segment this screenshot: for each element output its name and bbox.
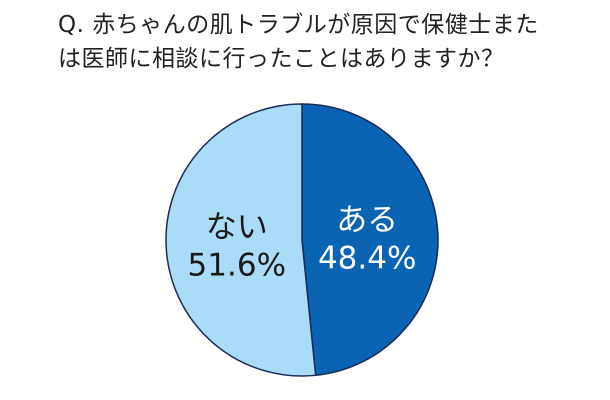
pie-slice-value-2: 51.6% xyxy=(188,247,286,283)
pie-slice-2 xyxy=(165,103,317,377)
chart-title: Q. 赤ちゃんの肌トラブルが原因で保健士また は医師に相談に行ったことはあります… xyxy=(58,8,588,76)
pie-slice-value-1: 48.4% xyxy=(318,241,416,277)
pie-slices xyxy=(165,103,439,377)
chart-title-line-2: は医師に相談に行ったことはありますか？ xyxy=(58,46,505,72)
pie-slice-label-1: ある xyxy=(336,203,398,239)
chart-title-line-1: Q. 赤ちゃんの肌トラブルが原因で保健士また xyxy=(58,12,539,38)
pie-slice-1 xyxy=(301,103,439,377)
pie-slice-label-2: ない xyxy=(206,209,268,245)
